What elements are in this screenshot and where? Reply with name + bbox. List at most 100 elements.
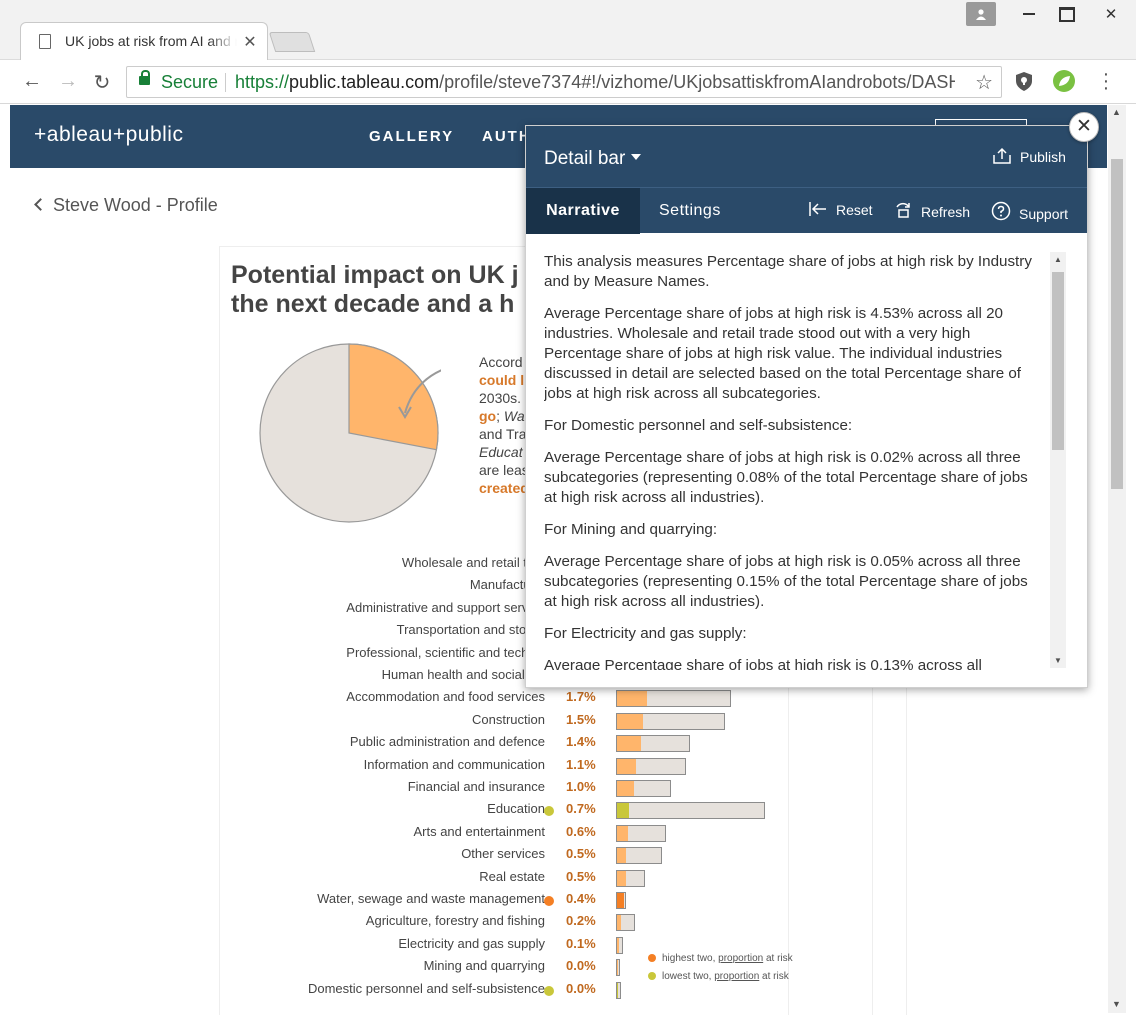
address-bar[interactable]: Secure https://public.tableau.com/profil… bbox=[126, 66, 1002, 98]
risk-pie-chart[interactable] bbox=[259, 343, 441, 525]
narrative-scroll-down[interactable]: ▼ bbox=[1054, 656, 1062, 665]
industry-label: Human health and social wo bbox=[381, 667, 545, 682]
at-risk-bar-fill bbox=[617, 691, 647, 707]
reset-button[interactable]: Reset bbox=[808, 201, 873, 218]
industry-label: Mining and quarrying bbox=[423, 958, 545, 974]
bar-row[interactable]: Accommodation and food services 1.7% bbox=[220, 687, 908, 709]
reload-icon[interactable]: ↻ bbox=[93, 72, 111, 94]
bookmark-star-icon[interactable]: ☆ bbox=[975, 72, 993, 94]
help-icon bbox=[991, 201, 1011, 221]
bar-row[interactable]: Financial and insurance 1.0% bbox=[220, 777, 908, 799]
narrative-paragraph: Average Percentage share of jobs at high… bbox=[544, 305, 1022, 402]
document-icon bbox=[39, 34, 51, 49]
industry-bar[interactable] bbox=[616, 690, 731, 708]
detail-bar-title-dropdown[interactable]: Detail bar bbox=[544, 148, 642, 170]
caret-down-icon bbox=[631, 154, 642, 160]
back-to-profile-link[interactable]: Steve Wood - Profile bbox=[34, 195, 218, 216]
close-detail-bar-button[interactable]: ✕ bbox=[1069, 112, 1099, 142]
percentage-value: 0.1% bbox=[566, 935, 596, 951]
bar-row[interactable]: Administrative and support service bbox=[220, 598, 908, 620]
window-close-button[interactable]: ✕ bbox=[1104, 6, 1118, 23]
industry-bar[interactable] bbox=[616, 981, 621, 999]
bar-row[interactable]: Electricity and gas supply 0.1% bbox=[220, 934, 908, 956]
narrative-scrollbar[interactable]: ▲ ▼ bbox=[1050, 252, 1066, 668]
bar-row[interactable]: Real estate 0.5% bbox=[220, 867, 908, 889]
bar-row[interactable]: Arts and entertainment 0.6% bbox=[220, 822, 908, 844]
chevron-left-icon bbox=[34, 198, 47, 211]
industry-bar[interactable] bbox=[616, 914, 635, 932]
support-button[interactable]: Support bbox=[991, 201, 1068, 222]
pie-slice-at-risk bbox=[348, 343, 439, 451]
industry-bar[interactable] bbox=[616, 936, 623, 954]
tab-title: UK jobs at risk from AI and robots bbox=[65, 33, 237, 49]
bar-row[interactable]: Mining and quarrying 0.0% bbox=[220, 956, 908, 978]
bar-row[interactable]: Public administration and defence 1.4% bbox=[220, 732, 908, 754]
gridline bbox=[872, 547, 873, 1015]
leaf-extension-icon[interactable] bbox=[1053, 70, 1075, 92]
industry-label: Accommodation and food services bbox=[346, 689, 545, 705]
bar-row[interactable]: Human health and social wo bbox=[220, 665, 908, 687]
industry-bar[interactable] bbox=[616, 824, 666, 842]
back-link-label: Steve Wood - Profile bbox=[53, 195, 218, 215]
nav-authors[interactable]: AUTH bbox=[482, 128, 532, 145]
browser-toolbar: ← → ↻ Secure https://public.tableau.com/… bbox=[0, 60, 1136, 104]
tab-narrative[interactable]: Narrative bbox=[526, 188, 640, 234]
forward-arrow-icon[interactable]: → bbox=[58, 70, 78, 92]
maximize-button[interactable] bbox=[1048, 0, 1086, 28]
industry-bar[interactable] bbox=[616, 892, 626, 909]
industry-bar[interactable] bbox=[616, 735, 690, 753]
scroll-thumb[interactable] bbox=[1111, 159, 1123, 489]
reset-icon bbox=[809, 202, 826, 216]
industry-bar[interactable] bbox=[616, 712, 725, 730]
bar-row[interactable]: Education 0.7% bbox=[220, 799, 908, 821]
narrative-paragraph: This analysis measures Percentage share … bbox=[544, 253, 1032, 290]
narrative-scroll-up[interactable]: ▲ bbox=[1054, 255, 1062, 264]
industry-bar[interactable] bbox=[616, 802, 765, 820]
bar-row[interactable]: Wholesale and retail trac bbox=[220, 553, 908, 575]
bar-row[interactable]: Agriculture, forestry and fishing 0.2% bbox=[220, 911, 908, 933]
narrative-scroll-thumb[interactable] bbox=[1052, 272, 1064, 450]
tableau-public-logo[interactable]: +ableau+public bbox=[34, 123, 184, 146]
browser-tab[interactable]: UK jobs at risk from AI and robots ✕ bbox=[20, 22, 268, 60]
industry-bar[interactable] bbox=[616, 780, 671, 797]
industry-bar[interactable] bbox=[616, 869, 645, 887]
profile-icon[interactable] bbox=[966, 2, 996, 26]
shield-extension-icon[interactable] bbox=[1013, 70, 1035, 92]
industry-label: Information and communication bbox=[363, 756, 545, 772]
page-scrollbar[interactable]: ▲ ▼ bbox=[1108, 105, 1126, 1013]
bar-row[interactable]: Other services 0.5% bbox=[220, 844, 908, 866]
bar-row[interactable]: Transportation and storag bbox=[220, 620, 908, 642]
industry-bar[interactable] bbox=[616, 757, 686, 775]
percentage-value: 0.5% bbox=[566, 868, 596, 884]
url-text[interactable]: https://public.tableau.com/profile/steve… bbox=[235, 72, 955, 92]
scroll-down-arrow[interactable]: ▼ bbox=[1112, 999, 1121, 1009]
bar-row[interactable]: Domestic personnel and self-subsistence 0… bbox=[220, 979, 908, 1001]
industry-label: Arts and entertainment bbox=[413, 823, 545, 839]
callout-arrow bbox=[404, 369, 441, 414]
lowest-risk-dot bbox=[544, 806, 554, 817]
nav-gallery[interactable]: GALLERY bbox=[369, 128, 455, 145]
browser-menu-icon[interactable]: · · · bbox=[1102, 63, 1110, 99]
industry-label: Domestic personnel and self-subsistence bbox=[307, 980, 545, 996]
back-arrow-icon[interactable]: ← bbox=[22, 70, 42, 92]
bar-row[interactable]: Information and communication 1.1% bbox=[220, 755, 908, 777]
tab-settings[interactable]: Settings bbox=[659, 202, 721, 219]
publish-button[interactable]: Publish bbox=[992, 147, 1066, 165]
narrative-paragraph: Average Percentage share of jobs at high… bbox=[544, 449, 1028, 506]
industry-bar[interactable] bbox=[616, 959, 620, 977]
industry-label: Administrative and support service bbox=[346, 599, 545, 615]
industry-label: Education bbox=[487, 801, 545, 817]
lock-icon bbox=[139, 70, 150, 85]
scroll-up-arrow[interactable]: ▲ bbox=[1112, 107, 1121, 117]
new-tab-button[interactable] bbox=[268, 32, 316, 52]
at-risk-bar-fill bbox=[617, 825, 628, 841]
refresh-button[interactable]: Refresh bbox=[893, 201, 970, 220]
tab-close-icon[interactable]: ✕ bbox=[243, 34, 257, 51]
industry-bar[interactable] bbox=[616, 847, 662, 865]
bar-row[interactable]: Water, sewage and waste management 0.4% bbox=[220, 889, 908, 911]
minimize-button[interactable] bbox=[1010, 0, 1048, 28]
legend-dot-highest bbox=[648, 954, 656, 962]
bar-row[interactable]: Professional, scientific and technic bbox=[220, 643, 908, 665]
bar-row[interactable]: Construction 1.5% bbox=[220, 710, 908, 732]
industry-label: Transportation and storag bbox=[396, 622, 545, 638]
